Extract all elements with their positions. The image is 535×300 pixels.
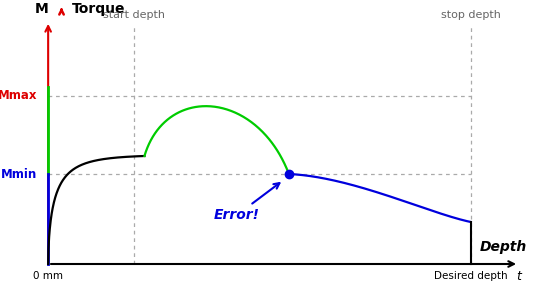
Text: Desired depth: Desired depth: [434, 271, 508, 281]
Text: Depth: Depth: [479, 241, 526, 254]
Text: Torque: Torque: [72, 2, 126, 16]
Text: start depth: start depth: [103, 10, 165, 20]
Text: Error!: Error!: [214, 183, 279, 222]
Text: Mmin: Mmin: [1, 167, 37, 181]
Text: t: t: [516, 269, 522, 283]
Text: stop depth: stop depth: [441, 10, 501, 20]
Text: Mmax: Mmax: [0, 89, 37, 103]
Text: M: M: [35, 2, 49, 16]
Text: 0 mm: 0 mm: [33, 271, 63, 281]
